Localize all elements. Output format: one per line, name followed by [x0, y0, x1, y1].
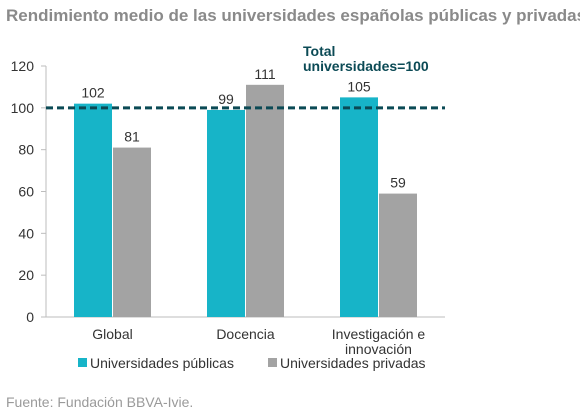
data-label: 111	[254, 66, 275, 82]
y-tick-label: 80	[18, 142, 34, 158]
reference-line-label: universidades=100	[303, 58, 429, 74]
chart-title: Rendimiento medio de las universidades e…	[6, 6, 580, 25]
legend-swatch	[78, 358, 87, 367]
x-category-label: Docencia	[216, 326, 275, 342]
y-tick-label: 20	[18, 267, 34, 283]
bar-publicas	[340, 97, 378, 317]
y-tick-label: 120	[11, 58, 35, 74]
bar-privadas	[113, 147, 151, 317]
legend-label: Universidades privadas	[280, 355, 426, 371]
bar-privadas	[246, 84, 284, 317]
bar-publicas	[74, 103, 112, 318]
x-category-label: innovación	[345, 341, 412, 357]
x-category-label: Investigación e	[332, 326, 426, 342]
legend-swatch	[268, 358, 277, 367]
data-label: 99	[218, 91, 234, 107]
legend-label: Universidades públicas	[90, 355, 234, 371]
y-tick-label: 100	[11, 100, 35, 116]
bar-privadas	[379, 193, 417, 317]
y-tick-label: 0	[26, 309, 34, 325]
data-label: 102	[81, 85, 105, 101]
x-category-label: Global	[92, 326, 132, 342]
bar-publicas	[207, 109, 245, 317]
y-tick-label: 40	[18, 225, 34, 241]
y-tick-label: 60	[18, 184, 34, 200]
data-label: 81	[124, 129, 140, 145]
data-label: 105	[347, 78, 371, 94]
reference-line-label: Total	[303, 43, 335, 59]
data-label: 59	[390, 175, 406, 191]
source-note: Fuente: Fundación BBVA-Ivie.	[6, 394, 194, 410]
